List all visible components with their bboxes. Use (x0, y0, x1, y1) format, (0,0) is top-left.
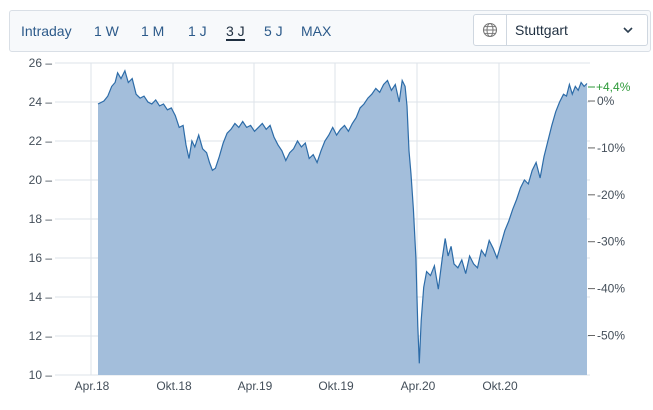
x-tick-label: Okt.20 (482, 379, 518, 393)
y-tick-label-left: 26 – (29, 56, 53, 70)
x-tick-label: Okt.18 (156, 379, 192, 393)
tab-intraday[interactable]: Intraday (21, 23, 72, 39)
y-tick-label-right: -30% (597, 235, 625, 249)
x-tick-label: Apr.18 (75, 379, 110, 393)
tab-1m[interactable]: 1 M (141, 23, 165, 39)
tab-3j[interactable]: 3 J (226, 11, 245, 51)
y-tick-label-left: 18 – (29, 212, 53, 226)
tab-1j[interactable]: 1 J (188, 23, 207, 39)
chevron-down-icon (621, 15, 635, 45)
y-tick-label-left: 24 – (29, 95, 53, 109)
exchange-select[interactable]: Stuttgart (473, 14, 648, 46)
y-tick-label-left: 22 – (29, 134, 53, 148)
y-axis-right: 0% -10% -20% -30% -40% -50% (588, 86, 625, 343)
y-tick-label-right: -20% (597, 188, 625, 202)
period-toolbar: Intraday 1 W 1 M 1 J 3 J 5 J MAX Stuttga… (9, 10, 651, 52)
y-tick-label-right: -50% (597, 329, 625, 343)
y-tick-label-right: -40% (597, 282, 625, 296)
x-tick-label: Okt.19 (318, 379, 354, 393)
x-tick-label: Apr.20 (401, 379, 436, 393)
y-tick-label-left: 10 – (29, 368, 53, 382)
x-axis: Apr.18 Okt.18 Apr.19 Okt.19 Apr.20 Okt.20 (75, 379, 518, 393)
change-label: +4,4% (596, 80, 631, 94)
exchange-value: Stuttgart (515, 22, 568, 38)
price-area (98, 70, 587, 376)
tab-1w[interactable]: 1 W (94, 23, 119, 39)
y-tick-label-left: 20 – (29, 173, 53, 187)
price-line (97, 69, 588, 364)
y-axis-left: 10 – 12 – 14 – 16 – 18 – 20 – 22 – 24 – 26 – (29, 56, 53, 382)
x-tick-label: Apr.19 (238, 379, 273, 393)
y-tick-label-left: 16 – (29, 251, 53, 265)
tab-5j[interactable]: 5 J (264, 23, 283, 39)
y-tick-label-right: 0% (597, 94, 615, 108)
tab-max[interactable]: MAX (301, 23, 332, 39)
globe-icon (474, 15, 507, 45)
y-tick-label-left: 12 – (29, 329, 53, 343)
y-tick-label-right: -10% (597, 141, 625, 155)
y-tick-label-left: 14 – (29, 290, 53, 304)
